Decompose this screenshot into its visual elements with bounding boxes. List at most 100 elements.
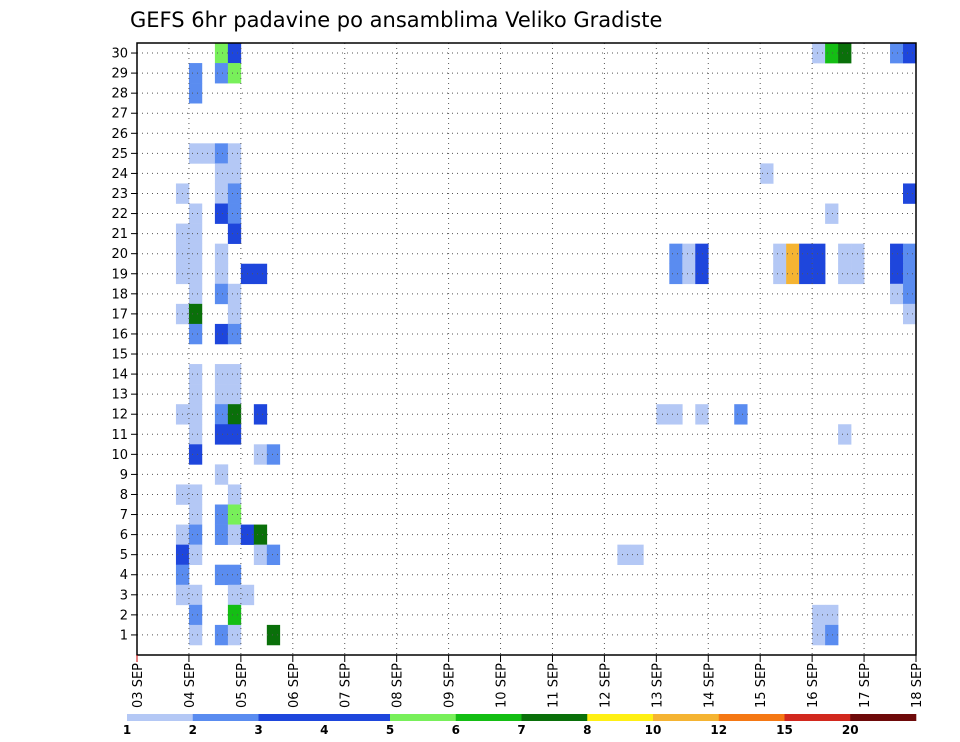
y-tick-label-10: 10 xyxy=(111,448,128,463)
x-axis: 03 SEP 04 SEP 05 SEP 06 SEP 07 SEP 08 SEP 09 S… xyxy=(131,655,925,708)
cell-m20-s58 xyxy=(890,243,904,265)
cell-m12-s43 xyxy=(695,404,709,425)
legend-label-7: 7 xyxy=(517,723,525,737)
cell-m22-s7 xyxy=(227,203,242,224)
cell-m30-s53 xyxy=(825,43,839,64)
cell-m21-s7 xyxy=(227,223,242,244)
y-tick-label-11: 11 xyxy=(111,428,128,443)
cell-m16-s4 xyxy=(188,323,203,345)
cell-m2-s52 xyxy=(812,604,826,626)
cell-m7-s7 xyxy=(227,504,242,525)
y-tick-label-18: 18 xyxy=(111,287,128,302)
cell-m20-s59 xyxy=(903,243,917,265)
legend-swatch-4 xyxy=(390,714,457,721)
cell-m19-s58 xyxy=(890,263,904,285)
cell-m17-s4 xyxy=(188,303,203,325)
cell-m1-s7 xyxy=(227,624,242,646)
cell-m25-s5 xyxy=(201,143,216,164)
cell-m20-s42 xyxy=(682,243,696,265)
cell-m5-s4 xyxy=(188,544,203,566)
cell-m8-s7 xyxy=(227,484,242,505)
cell-m13-s6 xyxy=(214,384,229,405)
grid-lines xyxy=(137,43,916,655)
y-tick-label-14: 14 xyxy=(111,368,128,383)
y-tick-label-25: 25 xyxy=(111,147,128,162)
x-tick-label-2: 05 SEP xyxy=(235,663,250,708)
cell-m20-s4 xyxy=(188,243,203,265)
cell-m4-s6 xyxy=(214,564,229,586)
legend-swatch-9 xyxy=(718,714,785,721)
cell-m19-s42 xyxy=(682,263,696,285)
cell-m19-s59 xyxy=(903,263,917,285)
heatmap-cells xyxy=(175,43,917,646)
y-tick-label-17: 17 xyxy=(111,307,128,322)
cell-m11-s6 xyxy=(214,424,229,445)
legend-label-12: 12 xyxy=(710,723,727,737)
cell-m5-s37 xyxy=(617,544,631,566)
cell-m25-s4 xyxy=(188,143,203,164)
cell-m8-s4 xyxy=(188,484,203,505)
cell-m19-s51 xyxy=(799,263,813,285)
cell-m23-s59 xyxy=(903,183,917,204)
x-tick-label-15: 18 SEP xyxy=(910,663,925,708)
legend-swatch-11 xyxy=(850,714,917,721)
cell-m30-s6 xyxy=(214,43,229,64)
cell-m13-s4 xyxy=(188,384,203,405)
cell-m2-s7 xyxy=(227,604,242,626)
cell-m20-s49 xyxy=(773,243,787,265)
cell-m2-s53 xyxy=(825,604,839,626)
cell-m10-s10 xyxy=(266,444,281,465)
x-tick-label-8: 11 SEP xyxy=(546,663,561,708)
cell-m20-s54 xyxy=(838,243,852,265)
cell-m16-s7 xyxy=(227,323,242,345)
x-tick-label-13: 16 SEP xyxy=(806,663,821,708)
plot-frame xyxy=(136,42,917,656)
cell-m19-s43 xyxy=(695,263,709,285)
legend-label-15: 15 xyxy=(776,723,793,737)
cell-m12-s4 xyxy=(188,404,203,425)
cell-m19-s4 xyxy=(188,263,203,285)
chart-title: GEFS 6hr padavine po ansamblima Veliko G… xyxy=(130,8,662,32)
y-tick-label-30: 30 xyxy=(111,47,128,62)
color-legend: 1 2 3 4 5 6 7 8 10 12 15 20 xyxy=(123,714,917,737)
legend-label-8: 8 xyxy=(583,723,591,737)
cell-m1-s52 xyxy=(812,624,826,646)
cell-m11-s54 xyxy=(838,424,852,445)
legend-swatch-6 xyxy=(521,714,588,721)
cell-m19-s49 xyxy=(773,263,787,285)
cell-m18-s7 xyxy=(227,283,242,305)
y-tick-label-1: 1 xyxy=(120,628,128,643)
cell-m20-s51 xyxy=(799,243,813,265)
y-tick-label-6: 6 xyxy=(120,528,128,543)
legend-label-4: 4 xyxy=(320,723,328,737)
x-tick-label-0: 03 SEP xyxy=(131,663,146,708)
cell-m18-s6 xyxy=(214,283,229,305)
x-tick-label-7: 10 SEP xyxy=(495,663,510,708)
cell-m17-s59 xyxy=(903,303,917,325)
cell-m13-s7 xyxy=(227,384,242,405)
y-tick-label-22: 22 xyxy=(111,207,128,222)
cell-m20-s52 xyxy=(812,243,826,265)
cell-m16-s6 xyxy=(214,323,229,345)
cell-m14-s6 xyxy=(214,364,229,385)
cell-m18-s58 xyxy=(890,283,904,305)
y-tick-label-13: 13 xyxy=(111,388,128,403)
legend-swatch-0 xyxy=(127,714,194,721)
legend-swatch-5 xyxy=(455,714,522,721)
cell-m23-s6 xyxy=(214,183,229,204)
cell-m20-s41 xyxy=(669,243,683,265)
legend-swatch-1 xyxy=(192,714,259,721)
cell-m24-s7 xyxy=(227,163,242,184)
cell-m22-s4 xyxy=(188,203,203,224)
x-tick-label-3: 06 SEP xyxy=(287,663,302,708)
y-axis: 1234567891011121314151617181920212223242… xyxy=(111,47,137,643)
cell-m11-s4 xyxy=(188,424,203,445)
cell-m4-s7 xyxy=(227,564,242,586)
cell-m11-s7 xyxy=(227,424,242,445)
y-tick-label-12: 12 xyxy=(111,408,128,423)
legend-swatch-2 xyxy=(258,714,325,721)
legend-label-5: 5 xyxy=(386,723,394,737)
cell-m6-s9 xyxy=(253,524,268,545)
y-tick-label-23: 23 xyxy=(111,187,128,202)
